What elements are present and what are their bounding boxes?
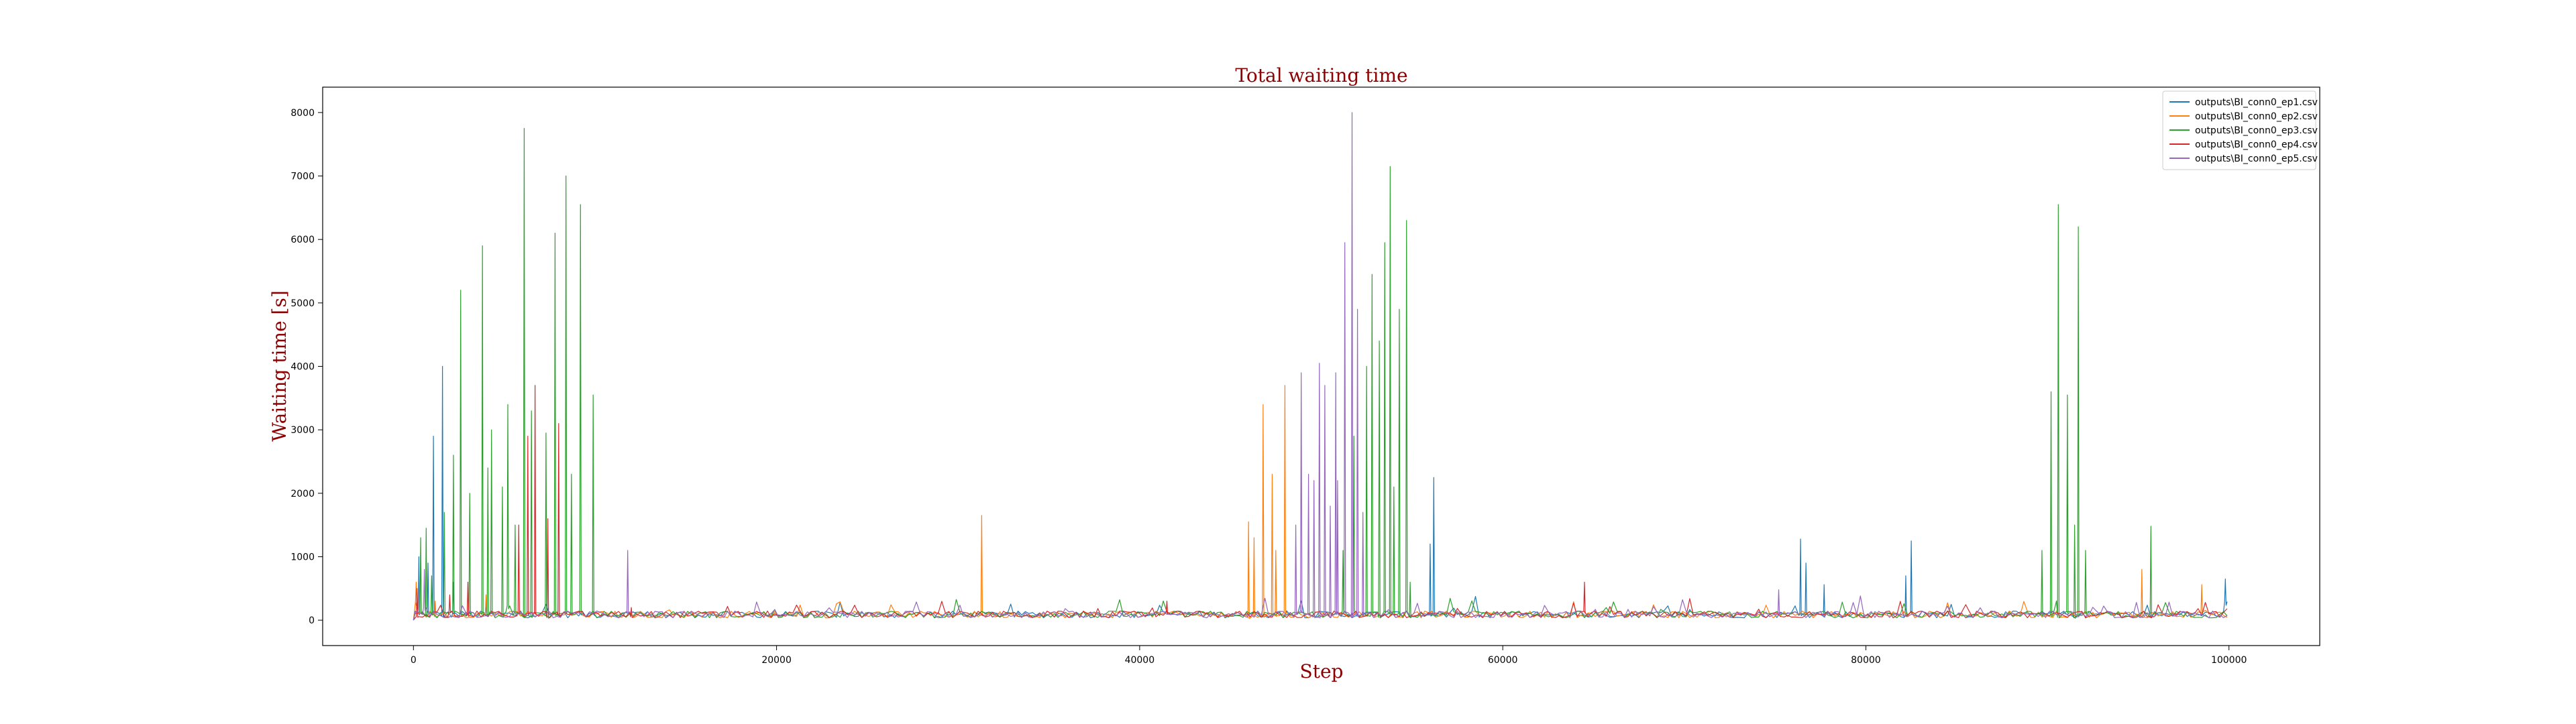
legend-entry-5: outputs\BI_conn0_ep5.csv bbox=[2195, 154, 2318, 164]
legend: outputs\BI_conn0_ep1.csv outputs\BI_conn0… bbox=[2162, 90, 2318, 170]
series-line-5 bbox=[413, 112, 2228, 621]
legend-entry-3: outputs\BI_conn0_ep3.csv bbox=[2195, 125, 2318, 136]
x-tick-label: 60000 bbox=[1488, 655, 1518, 666]
x-tick-label: 40000 bbox=[1125, 655, 1155, 666]
y-tick-label: 0 bbox=[309, 615, 315, 626]
y-tick-label: 2000 bbox=[290, 489, 315, 499]
y-axis: 0 1000 2000 3000 4000 5000 6000 7000 8000 bbox=[290, 108, 323, 626]
y-tick-label: 4000 bbox=[290, 362, 315, 373]
y-tick-label: 7000 bbox=[290, 172, 315, 182]
y-axis-label: Waiting time [s] bbox=[268, 290, 290, 442]
y-tick-label: 8000 bbox=[290, 108, 315, 119]
y-tick-label: 1000 bbox=[290, 552, 315, 562]
x-axis-label: Step bbox=[1300, 660, 1344, 682]
x-tick-label: 20000 bbox=[761, 655, 792, 666]
legend-entry-1: outputs\BI_conn0_ep1.csv bbox=[2195, 97, 2318, 108]
y-tick-label: 6000 bbox=[290, 235, 315, 245]
x-axis: 0 20000 40000 60000 80000 100000 bbox=[411, 646, 2247, 666]
x-tick-label: 80000 bbox=[1851, 655, 1881, 666]
legend-box bbox=[2162, 90, 2316, 170]
y-tick-label: 5000 bbox=[290, 298, 315, 309]
legend-entry-4: outputs\BI_conn0_ep4.csv bbox=[2195, 139, 2318, 150]
plot-frame bbox=[322, 86, 2320, 646]
y-tick-label: 3000 bbox=[290, 425, 315, 436]
x-tick-label: 0 bbox=[411, 655, 417, 666]
chart-title: Total waiting time bbox=[1235, 64, 1407, 86]
x-tick-label: 100000 bbox=[2211, 655, 2247, 666]
legend-entry-2: outputs\BI_conn0_ep2.csv bbox=[2195, 111, 2318, 122]
